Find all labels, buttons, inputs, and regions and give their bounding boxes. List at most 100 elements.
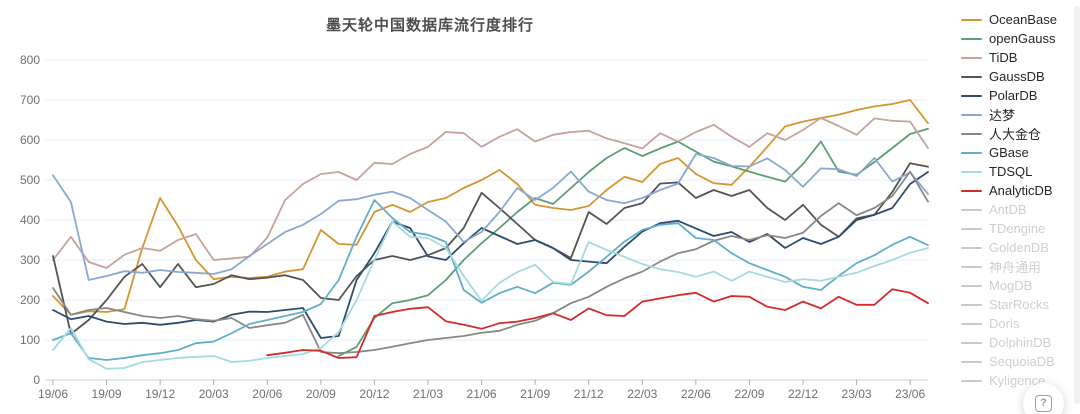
- legend-item-DolphinDB[interactable]: DolphinDB: [961, 333, 1073, 352]
- legend-item-AnalyticDB[interactable]: AnalyticDB: [961, 181, 1073, 200]
- legend-item-达梦[interactable]: 达梦: [961, 105, 1073, 124]
- x-axis-tick-label: 21/06: [467, 387, 497, 401]
- legend-swatch: [961, 151, 982, 154]
- x-axis-tick-label: 19/06: [38, 387, 68, 401]
- x-axis-tick-label: 22/06: [681, 387, 711, 401]
- legend-label: SequoiaDB: [989, 354, 1055, 369]
- legend-label: StarRocks: [989, 297, 1049, 312]
- chart-legend: OceanBase openGauss TiDB GaussDB PolarDB 达梦人大…: [961, 10, 1073, 390]
- legend-label: GoldenDB: [989, 240, 1049, 255]
- series-line-GBase[interactable]: [52, 199, 929, 361]
- legend-label: 人大金仓: [989, 127, 1042, 142]
- legend-item-神舟通用[interactable]: 神舟通用: [961, 257, 1073, 276]
- x-axis-tick-label: 21/03: [413, 387, 443, 401]
- legend-item-PolarDB[interactable]: PolarDB: [961, 86, 1073, 105]
- legend-label: AnalyticDB: [989, 183, 1053, 198]
- legend-item-Doris[interactable]: Doris: [961, 314, 1073, 333]
- y-axis-tick-label: 300: [20, 253, 40, 267]
- legend-item-GoldenDB[interactable]: GoldenDB: [961, 238, 1073, 257]
- legend-swatch: [961, 94, 982, 97]
- x-axis-tick-label: 21/09: [520, 387, 550, 401]
- legend-item-TDengine[interactable]: TDengine: [961, 219, 1073, 238]
- legend-item-MogDB[interactable]: MogDB: [961, 276, 1073, 295]
- legend-label: TiDB: [989, 50, 1018, 65]
- legend-swatch: [961, 284, 982, 287]
- legend-item-SequoiaDB[interactable]: SequoiaDB: [961, 352, 1073, 371]
- legend-label: 达梦: [989, 108, 1016, 123]
- legend-swatch: [961, 208, 982, 211]
- legend-item-Kyligence[interactable]: Kyligence: [961, 371, 1073, 390]
- legend-swatch: [961, 189, 982, 192]
- legend-swatch: [961, 379, 982, 382]
- series-line-AnalyticDB[interactable]: [266, 288, 929, 359]
- legend-swatch: [961, 265, 982, 268]
- legend-label: GBase: [989, 145, 1029, 160]
- y-axis-tick-label: 0: [33, 373, 40, 387]
- series-line-TDSQL[interactable]: [52, 220, 929, 370]
- x-axis-tick-label: 19/12: [145, 387, 175, 401]
- legend-swatch: [961, 37, 982, 40]
- legend-label: TDengine: [989, 221, 1046, 236]
- legend-item-TDSQL[interactable]: TDSQL: [961, 162, 1073, 181]
- legend-label: GaussDB: [989, 69, 1045, 84]
- legend-item-StarRocks[interactable]: StarRocks: [961, 295, 1073, 314]
- y-axis-tick-label: 600: [20, 133, 40, 147]
- x-axis-tick-label: 22/03: [627, 387, 657, 401]
- legend-swatch: [961, 227, 982, 230]
- legend-label: DolphinDB: [989, 335, 1052, 350]
- legend-label: OceanBase: [989, 12, 1057, 27]
- legend-swatch: [961, 303, 982, 306]
- chart-title: 墨天轮中国数据库流行度排行: [325, 17, 534, 34]
- legend-item-人大金仓[interactable]: 人大金仓: [961, 124, 1073, 143]
- x-axis-tick-label: 20/09: [306, 387, 336, 401]
- legend-label: TDSQL: [989, 164, 1033, 179]
- series-line-OceanBase[interactable]: [52, 99, 929, 316]
- y-axis-tick-label: 500: [20, 173, 40, 187]
- legend-swatch: [961, 360, 982, 363]
- x-axis-tick-label: 19/09: [92, 387, 122, 401]
- legend-swatch: [961, 18, 982, 21]
- y-axis-tick-label: 100: [20, 333, 40, 347]
- help-button[interactable]: ?: [1023, 383, 1064, 414]
- x-axis-tick-label: 21/12: [574, 387, 604, 401]
- legend-item-OceanBase[interactable]: OceanBase: [961, 10, 1073, 29]
- x-axis-tick-label: 22/12: [788, 387, 818, 401]
- series-line-openGauss[interactable]: [337, 127, 929, 357]
- legend-swatch: [961, 113, 982, 116]
- series-line-达梦[interactable]: [52, 153, 929, 281]
- legend-label: AntDB: [989, 202, 1027, 217]
- series-line-TiDB[interactable]: [52, 117, 929, 269]
- legend-label: 神舟通用: [989, 260, 1042, 275]
- series-line-PolarDB[interactable]: [52, 171, 929, 339]
- legend-swatch: [961, 56, 982, 59]
- legend-label: Doris: [989, 316, 1020, 331]
- x-axis-tick-label: 20/06: [252, 387, 282, 401]
- legend-label: PolarDB: [989, 88, 1038, 103]
- legend-swatch: [961, 132, 982, 135]
- legend-item-AntDB[interactable]: AntDB: [961, 200, 1073, 219]
- page-scrollbar[interactable]: [1074, 6, 1080, 404]
- legend-item-TiDB[interactable]: TiDB: [961, 48, 1073, 67]
- series-line-人大金仓[interactable]: [52, 170, 929, 355]
- legend-item-openGauss[interactable]: openGauss: [961, 29, 1073, 48]
- x-axis-tick-label: 20/12: [359, 387, 389, 401]
- x-axis-tick-label: 22/09: [734, 387, 764, 401]
- legend-label: Kyligence: [989, 373, 1046, 388]
- legend-swatch: [961, 170, 982, 173]
- legend-swatch: [961, 246, 982, 249]
- x-axis-tick-label: 23/03: [842, 387, 872, 401]
- legend-label: MogDB: [989, 278, 1033, 293]
- legend-swatch: [961, 322, 982, 325]
- y-axis-tick-label: 200: [20, 293, 40, 307]
- legend-item-GBase[interactable]: GBase: [961, 143, 1073, 162]
- question-mark-icon: ?: [1035, 395, 1052, 412]
- series-line-GaussDB[interactable]: [52, 162, 929, 335]
- y-axis-tick-label: 400: [20, 213, 40, 227]
- x-axis-tick-label: 23/06: [895, 387, 925, 401]
- legend-label: openGauss: [989, 31, 1056, 46]
- x-axis-tick-label: 20/03: [199, 387, 229, 401]
- legend-item-GaussDB[interactable]: GaussDB: [961, 67, 1073, 86]
- y-axis-tick-label: 800: [20, 53, 40, 67]
